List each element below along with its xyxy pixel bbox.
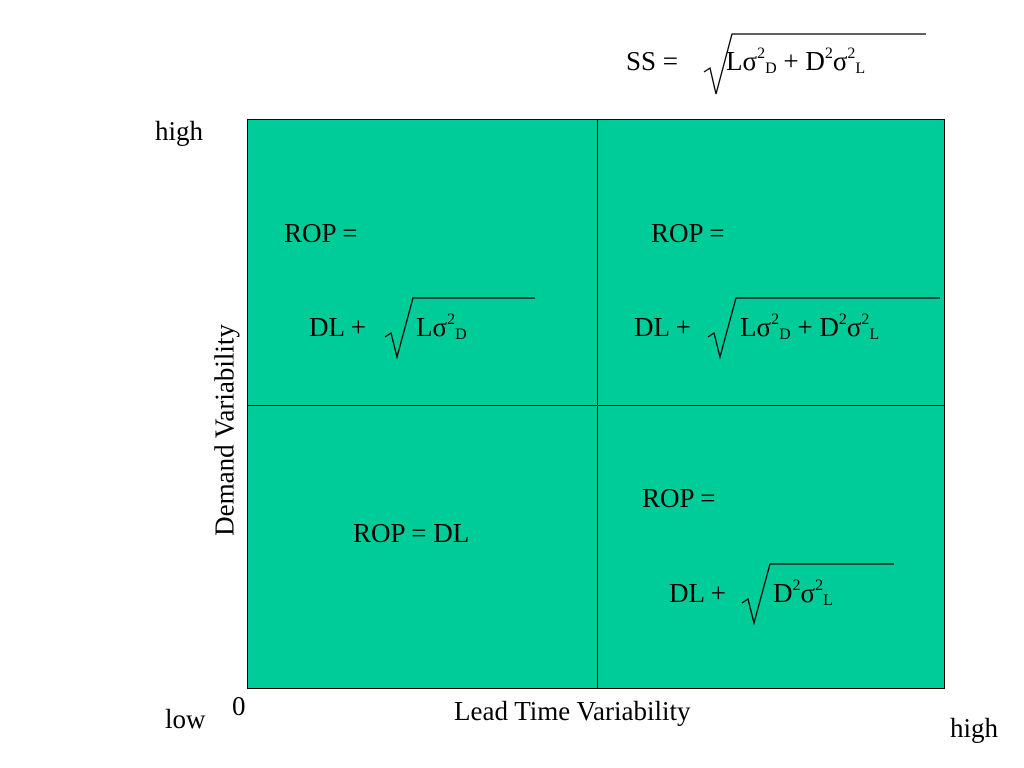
vertical-divider — [597, 120, 598, 688]
x-axis-high-label: high — [950, 713, 999, 743]
radical-sign-icon — [703, 33, 926, 95]
quadrant-bottom-right-rop: ROP = — [642, 483, 716, 513]
quadrant-bottom-right-radicand: D2σ2L — [773, 577, 833, 609]
formula-top-radicand: Lσ2D + D2σ2L — [726, 45, 866, 77]
quadrant-top-left-dl: DL + — [309, 312, 366, 342]
y-axis-low-label: low — [165, 704, 206, 734]
quadrant-bottom-right-dl: DL + — [669, 578, 726, 608]
quadrant-top-right-radicand: Lσ2D + D2σ2L — [740, 311, 880, 343]
quadrant-top-right-rop: ROP = — [651, 218, 725, 248]
origin-label: 0 — [232, 691, 246, 721]
y-axis-high-label: high — [155, 116, 204, 146]
y-axis-label: Demand Variability — [209, 324, 240, 536]
radical-sign-icon — [741, 563, 894, 626]
quadrant-top-right-dl: DL + — [634, 312, 691, 342]
quadrant-bottom-left-rop: ROP = DL — [353, 518, 470, 548]
x-axis-label: Lead Time Variability — [454, 696, 691, 726]
horizontal-divider — [248, 405, 944, 406]
radical-sign-icon — [384, 297, 535, 360]
quadrant-top-left-rop: ROP = — [284, 218, 358, 248]
variability-matrix — [247, 119, 945, 689]
formula-top-lhs: SS = — [626, 46, 679, 76]
quadrant-top-left-radicand: Lσ2D — [416, 311, 467, 343]
radical-sign-icon — [707, 297, 940, 360]
